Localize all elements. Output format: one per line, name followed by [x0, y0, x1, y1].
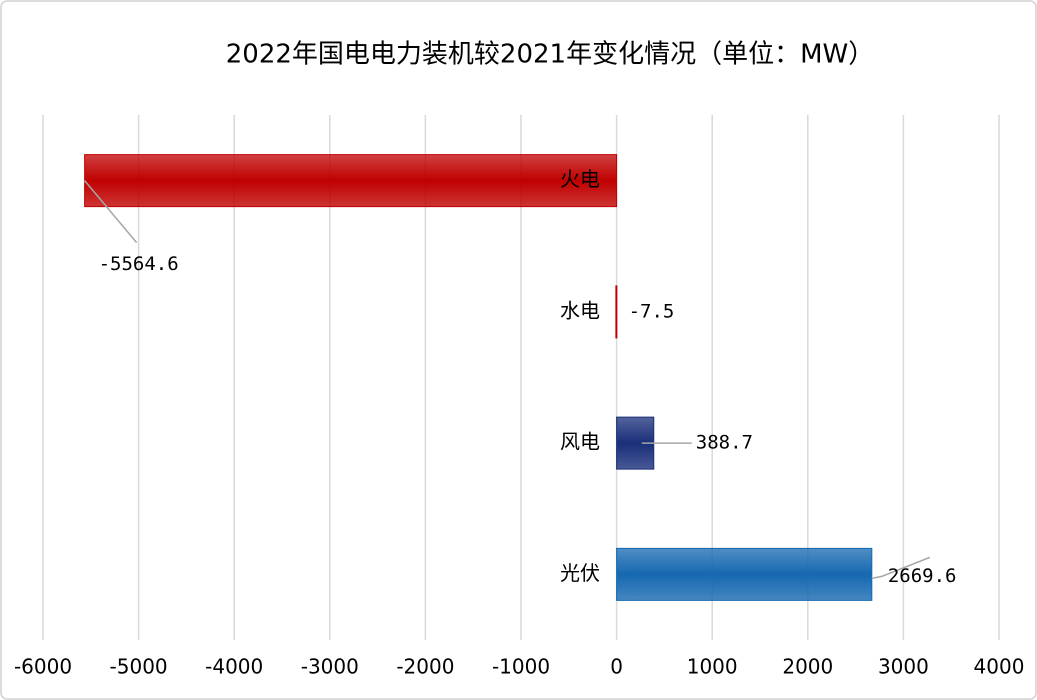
category-label: 水电	[560, 298, 600, 322]
category-label: 火电	[560, 167, 600, 191]
plot-area: 火电 -5564.6 水电 -7.5 风电 388.7 光伏 2669.6	[84, 154, 957, 601]
data-label: -7.5	[629, 300, 675, 322]
x-tick-label: -6000	[14, 655, 72, 679]
data-label: 388.7	[696, 432, 753, 454]
leader-line	[84, 180, 138, 244]
data-label: 2669.6	[888, 565, 957, 587]
bar	[615, 285, 618, 339]
x-tick-label: 3000	[878, 655, 929, 679]
bar	[84, 154, 618, 208]
x-tick-label: -5000	[110, 655, 168, 679]
data-label: -5564.6	[99, 253, 179, 275]
x-tick-label: -2000	[396, 655, 454, 679]
x-tick-label: 1000	[687, 655, 738, 679]
bar	[616, 547, 873, 601]
x-tick-label: -1000	[492, 655, 550, 679]
leader-line	[871, 556, 931, 580]
grid: -6000 -5000 -4000 -3000 -2000 -1000 0 1000 2000 3…	[14, 115, 1025, 679]
category-label: 光伏	[560, 561, 600, 585]
category-label: 风电	[560, 430, 600, 454]
x-tick-label: 2000	[782, 655, 833, 679]
x-tick-label: 0	[610, 655, 623, 679]
chart-title: 2022年国电电力装机较2021年变化情况（单位：MW）	[226, 40, 874, 70]
x-tick-label: -4000	[205, 655, 263, 679]
x-tick-label: -3000	[301, 655, 359, 679]
x-tick-label: 4000	[974, 655, 1025, 679]
